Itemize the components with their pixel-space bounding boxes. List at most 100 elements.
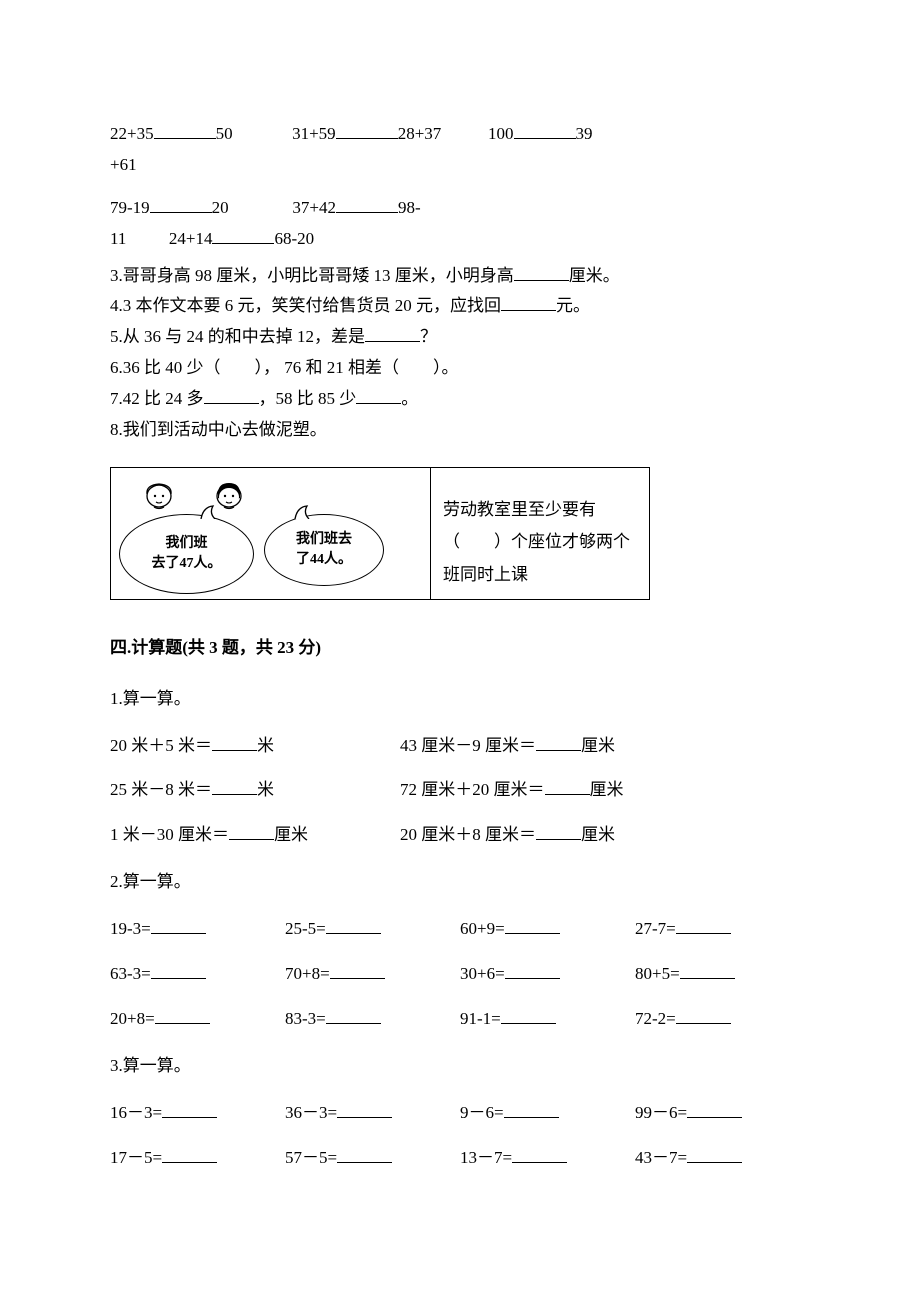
blank-input[interactable]	[326, 915, 381, 934]
calc-item: 27-7=	[635, 915, 810, 944]
expr: 37+42	[292, 198, 336, 217]
expr: 98-	[398, 198, 421, 217]
blank-input[interactable]	[687, 1144, 742, 1163]
compare-row-2: 79-1920 37+4298-	[110, 194, 810, 223]
section-4-heading: 四.计算题(共 3 题，共 23 分)	[110, 634, 810, 663]
blank-input[interactable]	[330, 960, 385, 979]
blank-input[interactable]	[536, 732, 581, 751]
blank-input[interactable]	[212, 225, 274, 244]
question-tail: 厘米。	[569, 266, 620, 285]
question-8: 8.我们到活动中心去做泥塑。	[110, 416, 810, 445]
bubble-tail-icon	[291, 505, 311, 519]
figure-right-panel: 劳动教室里至少要有（ ）个座位才够两个班同时上课	[431, 468, 649, 599]
calc-item: 1 米－30 厘米＝厘米	[110, 821, 400, 850]
calc-row: 17－5=57－5=13－7=43－7=	[110, 1144, 810, 1173]
blank-input[interactable]	[505, 915, 560, 934]
calc-row: 20 米＋5 米＝米43 厘米－9 厘米＝厘米	[110, 732, 810, 761]
compare-row-2b: 11 24+1468-20	[110, 225, 810, 254]
blank-input[interactable]	[501, 293, 556, 312]
child-face-icon	[139, 476, 179, 510]
calc-item: 20 米＋5 米＝米	[110, 732, 400, 761]
calc-item: 36－3=	[285, 1099, 460, 1128]
speech-bubble-1: 我们班 去了47人。	[119, 514, 254, 594]
blank-input[interactable]	[356, 385, 401, 404]
blank-input[interactable]	[150, 194, 212, 213]
question-text: ，58 比 85 少	[259, 389, 357, 408]
blank-input[interactable]	[504, 1099, 559, 1118]
calc-item: 16－3=	[110, 1099, 285, 1128]
calc-group-title: 2.算一算。	[110, 868, 810, 897]
blank-input[interactable]	[204, 385, 259, 404]
blank-input[interactable]	[337, 1144, 392, 1163]
blank-input[interactable]	[687, 1099, 742, 1118]
calc-group-1: 1.算一算。 20 米＋5 米＝米43 厘米－9 厘米＝厘米25 米－8 米＝米…	[110, 685, 810, 851]
figure-question-text: 劳动教室里至少要有（ ）个座位才够两个班同时上课	[443, 500, 630, 584]
compare-row-1: 22+3550 31+5928+37 10039	[110, 120, 810, 149]
calc-item: 99－6=	[635, 1099, 810, 1128]
calc-item: 63-3=	[110, 960, 285, 989]
blank-input[interactable]	[536, 822, 581, 841]
calc-item: 20 厘米＋8 厘米＝厘米	[400, 821, 810, 850]
expr: 20	[212, 198, 229, 217]
question-4: 4.3 本作文本要 6 元，笑笑付给售货员 20 元，应找回 元。	[110, 292, 810, 321]
blank-input[interactable]	[212, 732, 257, 751]
calc-item: 43 厘米－9 厘米＝厘米	[400, 732, 810, 761]
bubble-text: 我们班 去了47人。	[152, 534, 222, 573]
calc-group-2: 2.算一算。 19-3=25-5=60+9=27-7=63-3=70+8=30+…	[110, 868, 810, 1034]
calc-row: 1 米－30 厘米＝厘米20 厘米＋8 厘米＝厘米	[110, 821, 810, 850]
blank-input[interactable]	[365, 324, 420, 343]
question-3: 3.哥哥身高 98 厘米，小明比哥哥矮 13 厘米，小明身高 厘米。	[110, 262, 810, 291]
blank-input[interactable]	[336, 120, 398, 139]
blank-input[interactable]	[162, 1099, 217, 1118]
blank-input[interactable]	[514, 262, 569, 281]
blank-input[interactable]	[162, 1144, 217, 1163]
blank-input[interactable]	[337, 1099, 392, 1118]
blank-input[interactable]	[212, 777, 257, 796]
expr: +61	[110, 155, 137, 174]
question-text: 8.我们到活动中心去做泥塑。	[110, 420, 327, 439]
question-6: 6.36 比 40 少（ ）， 76 和 21 相差（ ）。	[110, 354, 810, 383]
blank-input[interactable]	[326, 1005, 381, 1024]
calc-item: 83-3=	[285, 1005, 460, 1034]
calc-item: 57－5=	[285, 1144, 460, 1173]
calc-item: 25 米－8 米＝米	[110, 776, 400, 805]
blank-input[interactable]	[545, 777, 590, 796]
blank-input[interactable]	[501, 1005, 556, 1024]
calc-item: 25-5=	[285, 915, 460, 944]
blank-input[interactable]	[229, 822, 274, 841]
bubble-tail-icon	[199, 505, 219, 519]
blank-input[interactable]	[151, 915, 206, 934]
blank-input[interactable]	[676, 1005, 731, 1024]
calc-item: 19-3=	[110, 915, 285, 944]
calc-item: 9－6=	[460, 1099, 635, 1128]
expr: 100	[488, 124, 514, 143]
question-text: 4.3 本作文本要 6 元，笑笑付给售货员 20 元，应找回	[110, 296, 501, 315]
calc-item: 17－5=	[110, 1144, 285, 1173]
blank-input[interactable]	[680, 960, 735, 979]
question-text: 3.哥哥身高 98 厘米，小明比哥哥矮 13 厘米，小明身高	[110, 266, 514, 285]
blank-input[interactable]	[155, 1005, 210, 1024]
blank-input[interactable]	[336, 194, 398, 213]
expr: 39	[576, 124, 593, 143]
calc-group-title: 1.算一算。	[110, 685, 810, 714]
calc-row: 19-3=25-5=60+9=27-7=	[110, 915, 810, 944]
word-problem-figure: 我们班 去了47人。 我们班去 了44人。 劳动教室里至少要有（ ）个座位才够两…	[110, 467, 650, 600]
expr: 11	[110, 229, 126, 248]
question-tail: 元。	[556, 296, 590, 315]
blank-input[interactable]	[512, 1144, 567, 1163]
expr: 68-20	[274, 229, 314, 248]
question-text: 5.从 36 与 24 的和中去掉 12，差是	[110, 327, 365, 346]
compare-row-1b: +61	[110, 151, 810, 180]
calc-item: 20+8=	[110, 1005, 285, 1034]
calc-item: 91-1=	[460, 1005, 635, 1034]
expr: 50	[216, 124, 233, 143]
blank-input[interactable]	[505, 960, 560, 979]
calc-item: 72-2=	[635, 1005, 810, 1034]
speech-bubble-2: 我们班去 了44人。	[264, 514, 384, 586]
blank-input[interactable]	[151, 960, 206, 979]
blank-input[interactable]	[514, 120, 576, 139]
blank-input[interactable]	[154, 120, 216, 139]
blank-input[interactable]	[676, 915, 731, 934]
question-7: 7.42 比 24 多，58 比 85 少。	[110, 385, 810, 414]
calc-item: 70+8=	[285, 960, 460, 989]
